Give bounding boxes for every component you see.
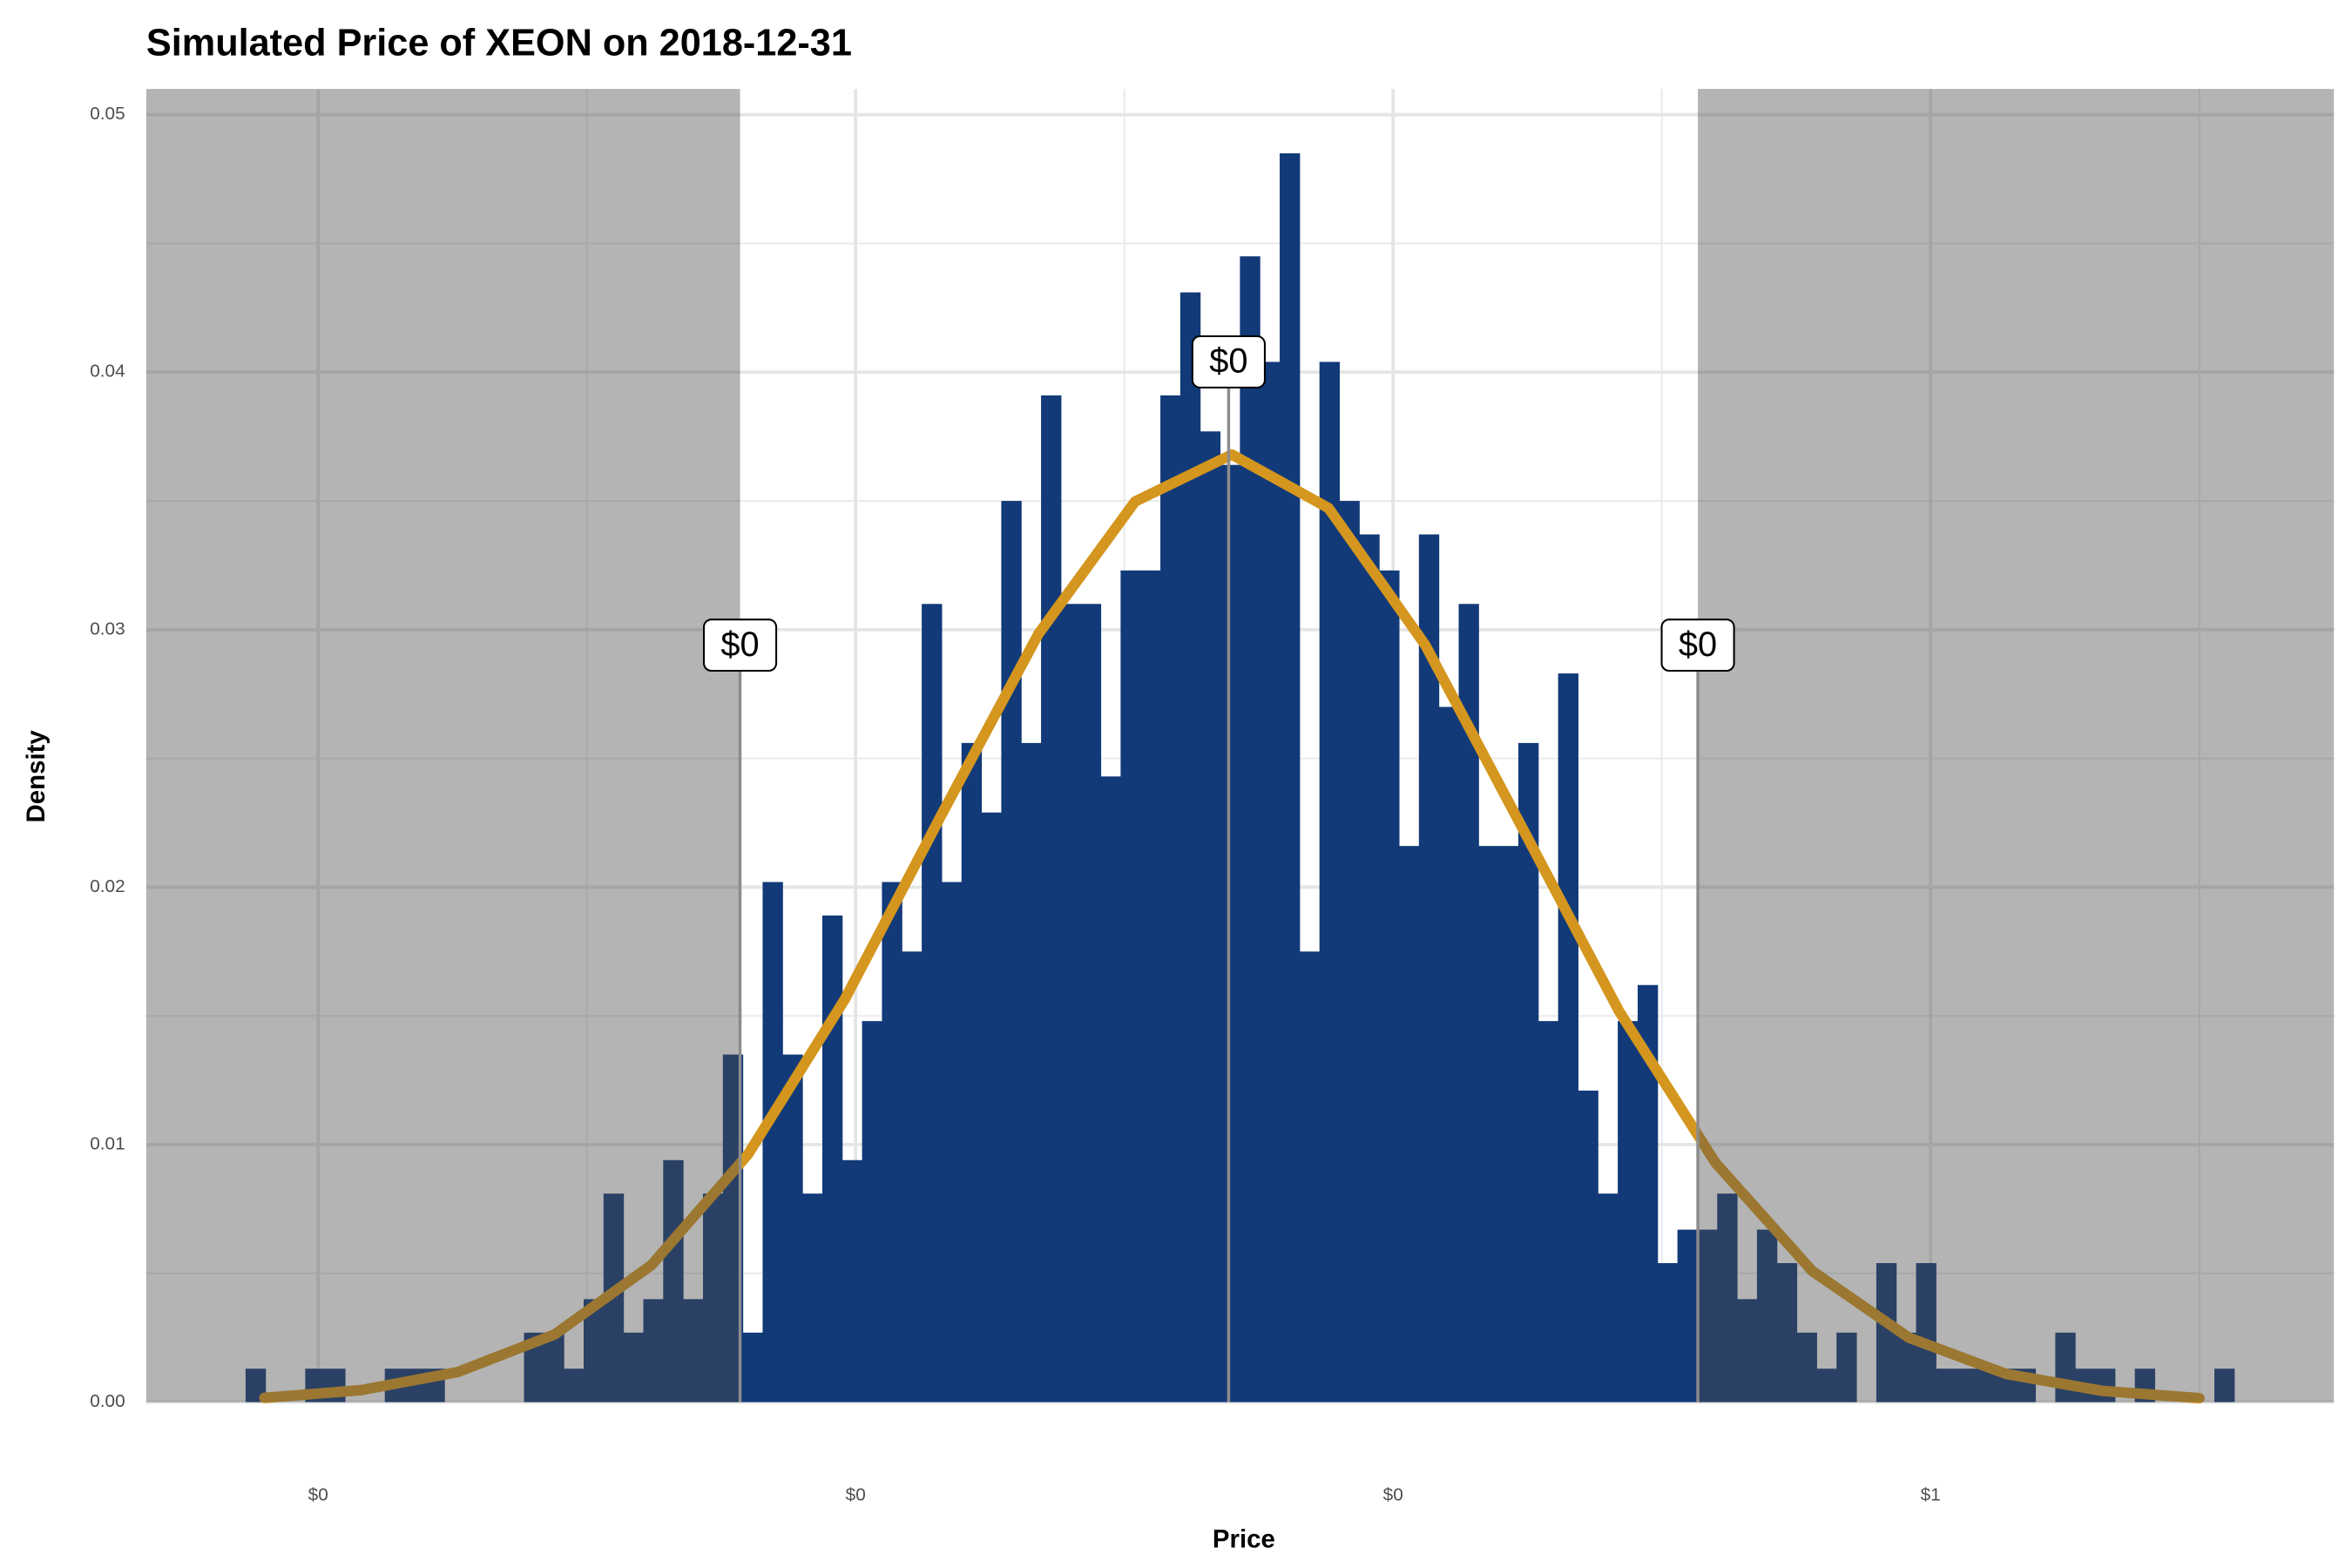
bar — [702, 1193, 724, 1402]
shaded-region — [1698, 89, 2335, 1402]
bar — [1558, 673, 1578, 1402]
x-tick-label: $0 — [846, 1484, 866, 1504]
bar — [1697, 1229, 1718, 1402]
bar — [802, 1193, 823, 1402]
shaded-region — [145, 89, 740, 1402]
bar — [1916, 1262, 1936, 1402]
bar — [1578, 1090, 1598, 1402]
bar — [1399, 846, 1420, 1402]
bar — [1438, 706, 1460, 1402]
bar — [1240, 256, 1260, 1402]
bar — [762, 882, 783, 1402]
bar — [821, 915, 843, 1402]
bar — [1816, 1369, 1837, 1402]
x-tick-label: $1 — [1921, 1484, 1941, 1504]
bar — [1776, 1262, 1798, 1402]
bar — [1179, 292, 1201, 1402]
bar — [1359, 534, 1380, 1402]
annotation-box — [1660, 618, 1735, 672]
y-tick-label: 0.02 — [90, 876, 125, 896]
bar — [1339, 501, 1360, 1402]
bar — [1160, 395, 1181, 1402]
bar — [1478, 846, 1499, 1402]
bar — [1080, 604, 1102, 1402]
bar — [643, 1299, 664, 1402]
y-tick-label: 0.04 — [90, 362, 125, 382]
bar — [922, 604, 943, 1402]
bar — [941, 882, 963, 1402]
annotation-label: $0 — [1679, 625, 1717, 664]
bar — [1618, 1021, 1639, 1402]
annotation-label: $0 — [720, 625, 759, 664]
bar — [1976, 1369, 1997, 1402]
bar — [2214, 1369, 2235, 1402]
bar — [1280, 153, 1301, 1402]
bar — [623, 1332, 645, 1402]
bar — [1717, 1193, 1738, 1402]
bar — [1001, 501, 1022, 1402]
annotation-box — [1191, 335, 1266, 389]
bar — [564, 1369, 585, 1402]
x-tick-label: $0 — [1383, 1484, 1403, 1504]
bar — [1538, 1021, 1559, 1402]
x-axis-title: Price — [1213, 1525, 1275, 1554]
density-curve — [259, 449, 2205, 1404]
bar — [961, 742, 983, 1402]
bar — [1041, 395, 1062, 1402]
annotation-label: $0 — [1209, 342, 1247, 381]
bar — [1936, 1369, 1957, 1402]
bar — [1220, 464, 1240, 1402]
bar — [742, 1332, 763, 1402]
bar — [841, 1159, 863, 1402]
bar — [1498, 846, 1519, 1402]
bar — [683, 1299, 704, 1402]
bar — [1299, 951, 1321, 1402]
annotation-box — [702, 618, 778, 672]
bar — [1756, 1229, 1778, 1402]
bar — [1100, 776, 1121, 1402]
x-tick-label: $0 — [308, 1484, 328, 1504]
bar — [1140, 570, 1161, 1402]
bar — [1021, 742, 1042, 1402]
bar — [782, 1054, 803, 1402]
y-tick-label: 0.05 — [90, 104, 125, 124]
bar — [245, 1369, 267, 1402]
y-axis-title: Density — [22, 730, 51, 823]
bar — [1876, 1262, 1897, 1402]
bar — [1637, 984, 1659, 1402]
y-tick-label: 0.00 — [90, 1391, 125, 1411]
bar — [1677, 1229, 1698, 1402]
chart-title: Simulated Price of XEON on 2018-12-31 — [146, 22, 852, 64]
bar — [584, 1299, 605, 1402]
bar — [1896, 1332, 1917, 1402]
y-tick-label: 0.01 — [90, 1134, 125, 1154]
bar — [1060, 604, 1082, 1402]
bar — [1836, 1332, 1857, 1402]
bar — [1956, 1369, 1977, 1402]
bar — [1737, 1299, 1758, 1402]
bar — [1120, 570, 1141, 1402]
bar — [722, 1054, 744, 1402]
bar — [1598, 1193, 1619, 1402]
bar — [1319, 362, 1341, 1402]
bar — [981, 812, 1002, 1402]
bar — [1796, 1332, 1817, 1402]
bar — [1200, 431, 1221, 1402]
bar — [882, 882, 902, 1402]
bar — [1418, 534, 1440, 1402]
bar — [902, 951, 923, 1402]
bar — [1379, 570, 1400, 1402]
bar — [663, 1159, 684, 1402]
bar — [1657, 1262, 1679, 1402]
y-tick-label: 0.03 — [90, 618, 125, 639]
bar — [1458, 604, 1479, 1402]
bar — [544, 1332, 564, 1402]
bar — [862, 1021, 882, 1402]
bar — [1260, 362, 1281, 1402]
bar — [1517, 742, 1539, 1402]
